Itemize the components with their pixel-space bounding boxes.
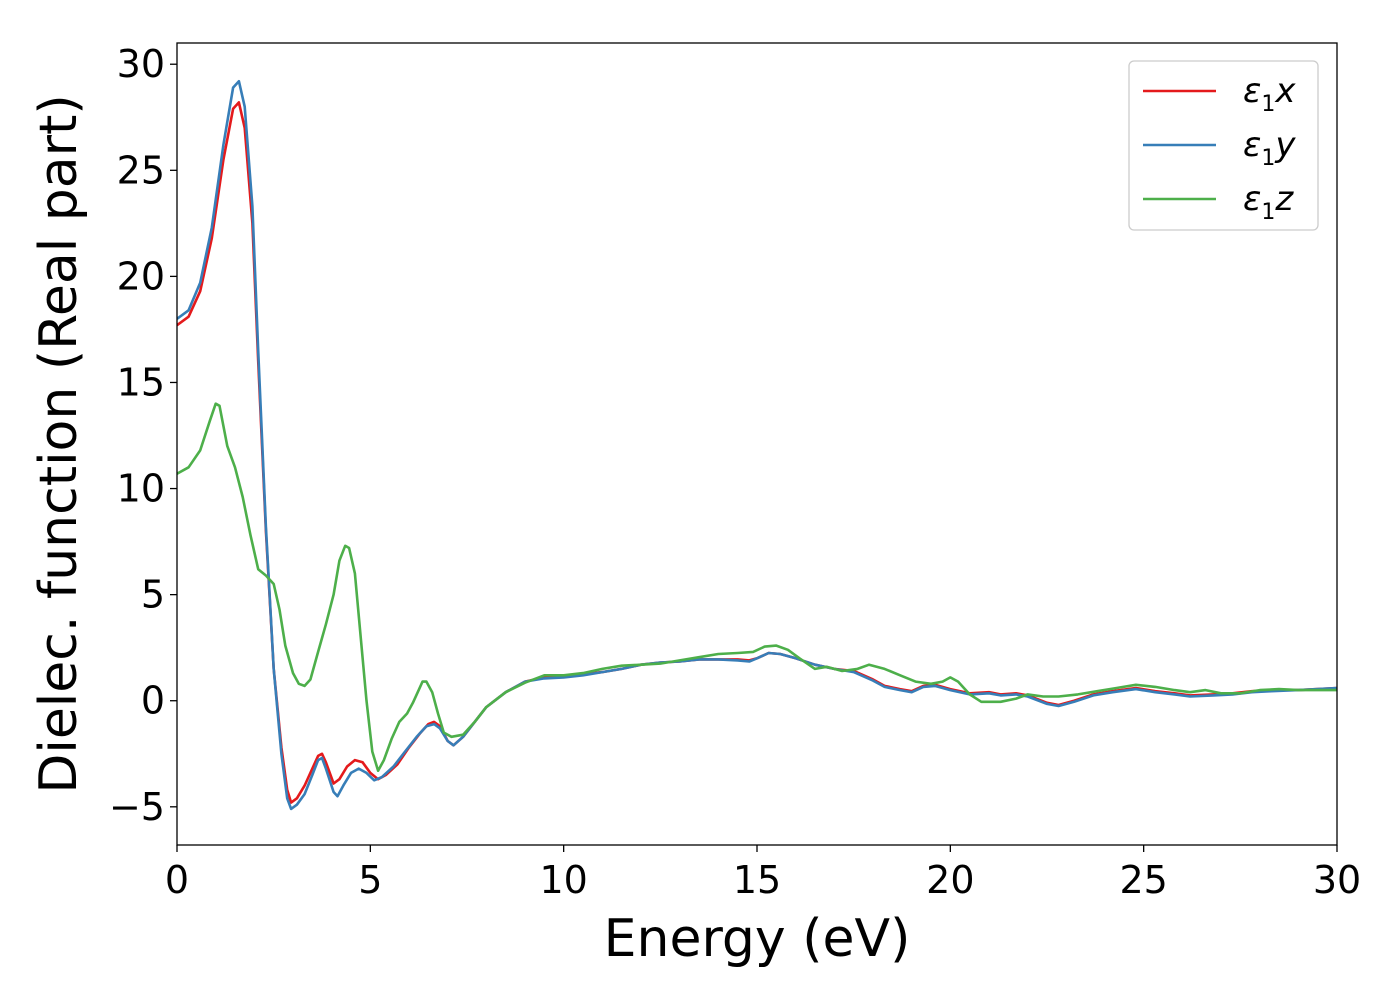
legend-label-x: ε1x bbox=[1243, 71, 1296, 117]
legend-box bbox=[1128, 60, 1319, 231]
x-tick-label: 5 bbox=[358, 858, 382, 902]
x-tick-label: 15 bbox=[733, 858, 781, 902]
x-tick-label: 25 bbox=[1119, 858, 1167, 902]
y-tick-label: 5 bbox=[141, 573, 165, 617]
x-axis-label: Energy (eV) bbox=[604, 909, 911, 969]
x-tick-label: 0 bbox=[165, 858, 189, 902]
x-tick-label: 30 bbox=[1313, 858, 1361, 902]
legend: ε1x ε1y ε1z bbox=[1128, 60, 1319, 231]
legend-label-y: ε1y bbox=[1243, 125, 1296, 171]
y-tick-label: 15 bbox=[117, 360, 165, 404]
y-tick-label: 0 bbox=[141, 679, 165, 723]
y-tick-label: 25 bbox=[117, 148, 165, 192]
x-tick-label: 20 bbox=[926, 858, 974, 902]
y-tick-label: 20 bbox=[117, 254, 165, 298]
y-tick-label: 30 bbox=[117, 42, 165, 86]
y-tick-label: 10 bbox=[117, 467, 165, 511]
series-line-y bbox=[177, 79, 1337, 811]
plot-area bbox=[177, 79, 1337, 811]
legend-label-z: ε1z bbox=[1243, 179, 1294, 225]
y-tick-label: −5 bbox=[109, 785, 165, 829]
series-line-z bbox=[177, 402, 1337, 772]
y-axis-label: Dielec. function (Real part) bbox=[29, 94, 89, 793]
x-tick-label: 10 bbox=[539, 858, 587, 902]
